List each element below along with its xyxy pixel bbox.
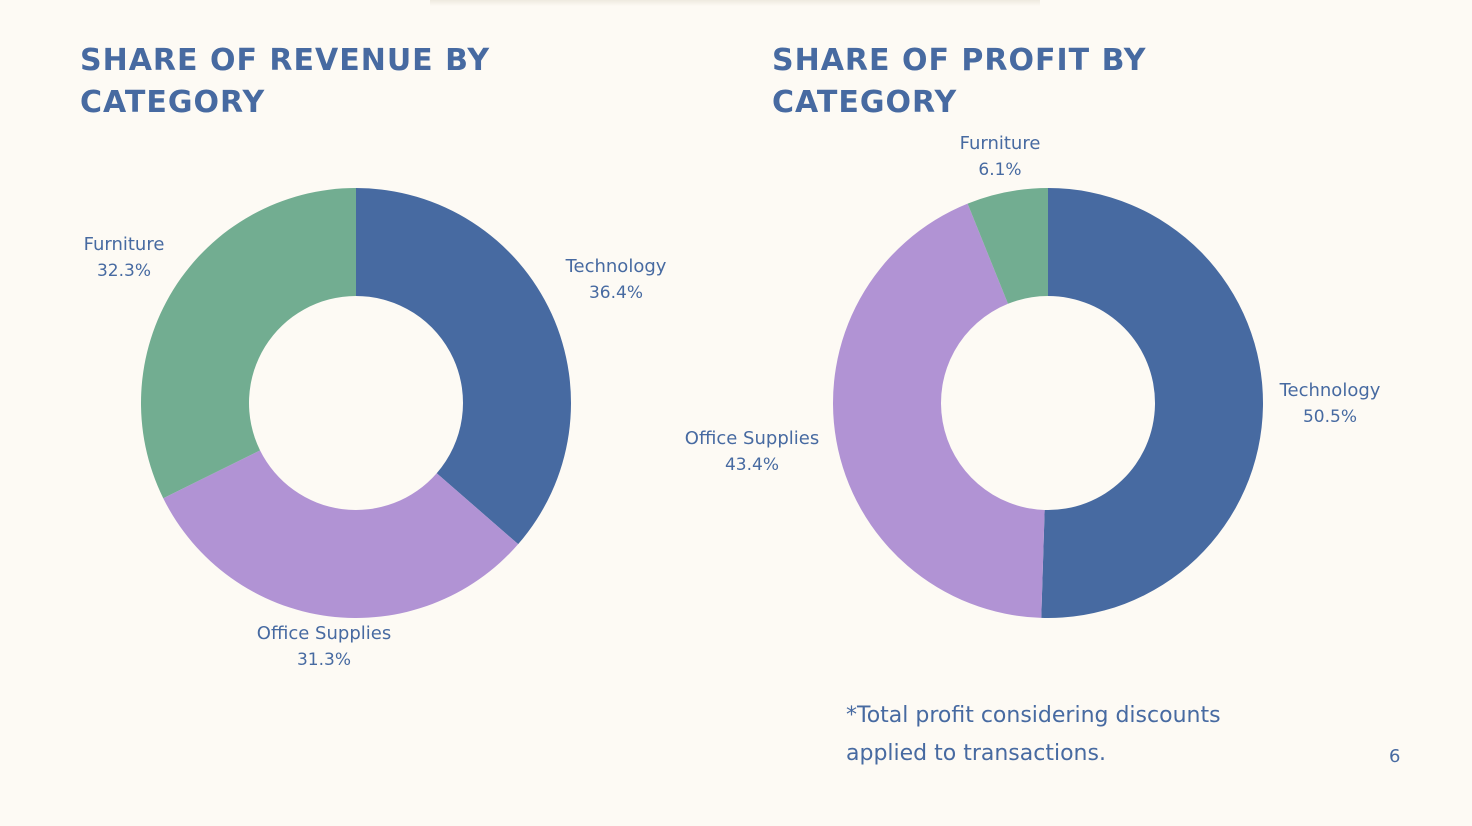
- label-furniture-name: Furniture: [960, 133, 1041, 154]
- footnote: *Total profit considering discounts appl…: [846, 703, 1221, 766]
- label-furniture-name: Furniture: [84, 234, 165, 255]
- label-furniture-value: 6.1%: [978, 160, 1021, 180]
- slice-office-supplies: [163, 450, 519, 618]
- label-technology-value: 36.4%: [589, 283, 643, 303]
- label-office-supplies-name: Office Supplies: [257, 623, 391, 644]
- profit-chart-title: Share of Profit by Category: [772, 43, 1147, 120]
- slice-technology: [356, 188, 571, 545]
- slice-technology: [1041, 188, 1263, 618]
- label-technology-name: Technology: [1279, 380, 1381, 401]
- revenue-chart-title: Share of Revenue by Category: [80, 43, 491, 120]
- slice-office-supplies: [833, 203, 1045, 618]
- label-technology-name: Technology: [565, 256, 667, 277]
- label-furniture-value: 32.3%: [97, 261, 151, 281]
- label-technology-value: 50.5%: [1303, 407, 1357, 427]
- top-shadow: [430, 0, 1040, 6]
- label-office-supplies-value: 43.4%: [725, 455, 779, 475]
- slice-furniture: [141, 188, 356, 499]
- page-number: 6: [1389, 746, 1401, 767]
- label-office-supplies-value: 31.3%: [297, 650, 351, 670]
- slice-furniture: [967, 188, 1048, 304]
- label-office-supplies-name: Office Supplies: [685, 428, 819, 449]
